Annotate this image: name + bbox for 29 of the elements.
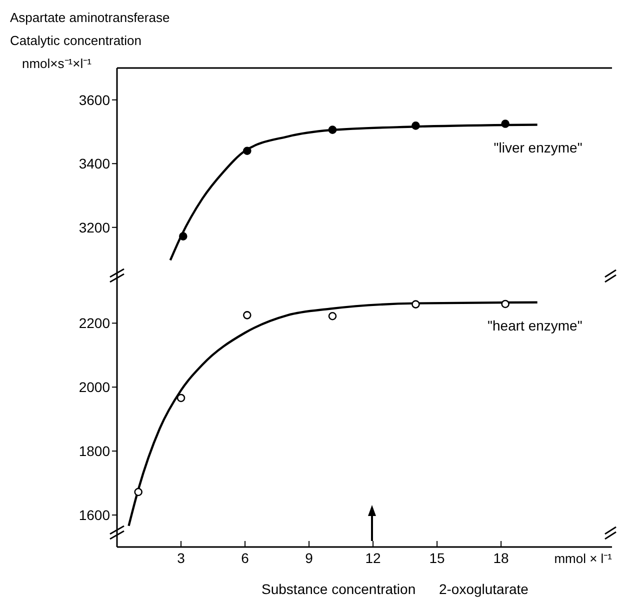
x-tick-label: 15 <box>429 550 446 566</box>
y-tick-label: 2000 <box>78 379 110 396</box>
y-axis-title: Aspartate aminotransferase Catalytic concentration nmol×s⁻¹×l⁻¹ <box>10 10 170 71</box>
x-tick-label: 9 <box>305 550 314 566</box>
point <box>501 120 510 128</box>
y-tick-label: 1800 <box>78 443 110 460</box>
text: mmol × l⁻¹ <box>554 551 613 566</box>
point <box>412 122 420 130</box>
point <box>176 394 186 402</box>
point <box>501 300 510 308</box>
point <box>243 146 252 156</box>
y-tick-label: 1600 <box>78 506 110 523</box>
x-tick-label: 3 <box>177 550 186 566</box>
x-axis-title: Substance concentration 2-oxoglutarate <box>262 581 529 597</box>
point <box>243 311 252 320</box>
point <box>328 126 337 134</box>
x-tick-label: 6 <box>241 550 250 566</box>
series-label: "heart enzyme" <box>488 317 582 334</box>
y-tick-label: 3400 <box>78 156 110 172</box>
x-tick-label: 12 <box>365 550 382 566</box>
series-label: "liver enzyme" <box>494 140 582 156</box>
point <box>328 312 337 320</box>
point <box>134 488 142 496</box>
y-tick-label: 2200 <box>78 315 110 332</box>
x-tick-label: 18 <box>493 550 510 566</box>
y-tick-label: 3200 <box>78 219 110 236</box>
point <box>412 300 420 308</box>
point <box>178 232 188 240</box>
y-tick-label: 3600 <box>78 92 110 108</box>
